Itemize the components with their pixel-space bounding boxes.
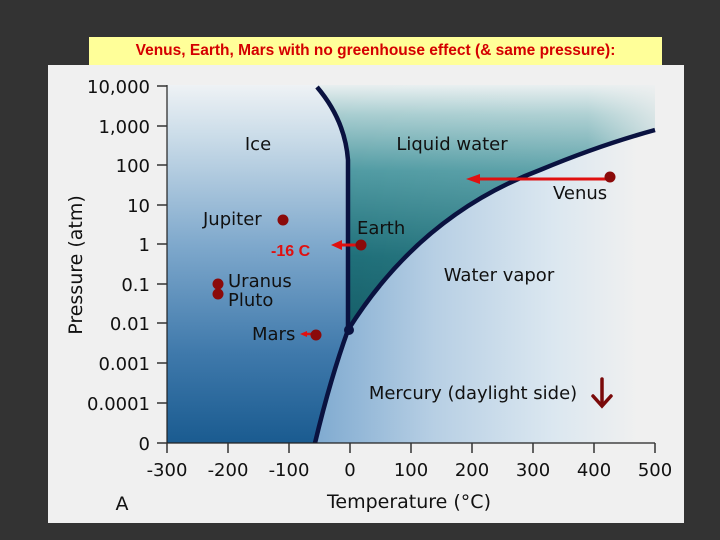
title-banner: Venus, Earth, Mars with no greenhouse ef… [89, 37, 662, 65]
x-tick-labels: -300 -200 -100 0 100 200 300 400 500 [147, 460, 673, 481]
y-tick-label: 0.0001 [87, 394, 150, 415]
x-ticks [166, 443, 656, 453]
y-ticks [157, 85, 167, 444]
y-tick-label: 10,000 [87, 77, 150, 98]
y-tick-label: 1 [139, 235, 150, 256]
jupiter-point [277, 214, 289, 226]
mars-label: Mars [252, 324, 295, 345]
jupiter-label: Jupiter [202, 209, 262, 230]
triple-point [344, 325, 354, 335]
x-tick-label: 300 [516, 460, 550, 481]
x-tick-label: 500 [638, 460, 672, 481]
uranus-label: Uranus [228, 271, 292, 292]
y-tick-label: 0.01 [110, 314, 150, 335]
y-tick-label: 100 [116, 156, 150, 177]
earth-point [355, 239, 367, 251]
y-axis-title: Pressure (atm) [65, 195, 87, 335]
melting-curve [315, 85, 351, 330]
x-axis-title: Temperature (°C) [326, 491, 491, 513]
y-tick-label: 10 [127, 196, 150, 217]
y-tick-label: 1,000 [98, 117, 150, 138]
x-tick-label: -200 [208, 460, 249, 481]
venus-label: Venus [553, 183, 607, 204]
x-tick-label: 200 [455, 460, 489, 481]
vapor-region [315, 130, 655, 443]
x-tick-label: 400 [577, 460, 611, 481]
y-tick-label: 0.001 [98, 354, 150, 375]
uranus-point [212, 278, 224, 290]
pluto-label: Pluto [228, 290, 273, 311]
mars-point [310, 329, 322, 341]
water-vapor-label: Water vapor [444, 265, 555, 286]
sublimation-curve [312, 329, 351, 444]
x-tick-label: -300 [147, 460, 188, 481]
y-tick-labels: 10,000 1,000 100 10 1 0.1 0.01 0.001 0.0… [87, 77, 150, 455]
x-tick-label: 100 [394, 460, 428, 481]
x-tick-label: 0 [344, 460, 355, 481]
earth-arrow [331, 240, 358, 250]
pluto-point [212, 288, 224, 300]
y-tick-label: 0 [139, 434, 150, 455]
venus-point [604, 171, 616, 183]
y-tick-label: 0.1 [121, 275, 150, 296]
panel-label: A [116, 493, 129, 515]
mercury-down-arrow-icon [591, 377, 613, 409]
ice-region [167, 85, 348, 443]
liquid-water-label: Liquid water [396, 134, 508, 155]
earth-label: Earth [357, 218, 405, 239]
mercury-label: Mercury (daylight side) [369, 383, 577, 404]
ice-label: Ice [245, 134, 271, 155]
x-tick-label: -100 [269, 460, 310, 481]
venus-arrow [466, 174, 608, 184]
earth-temp-label: -16 C [271, 243, 311, 260]
